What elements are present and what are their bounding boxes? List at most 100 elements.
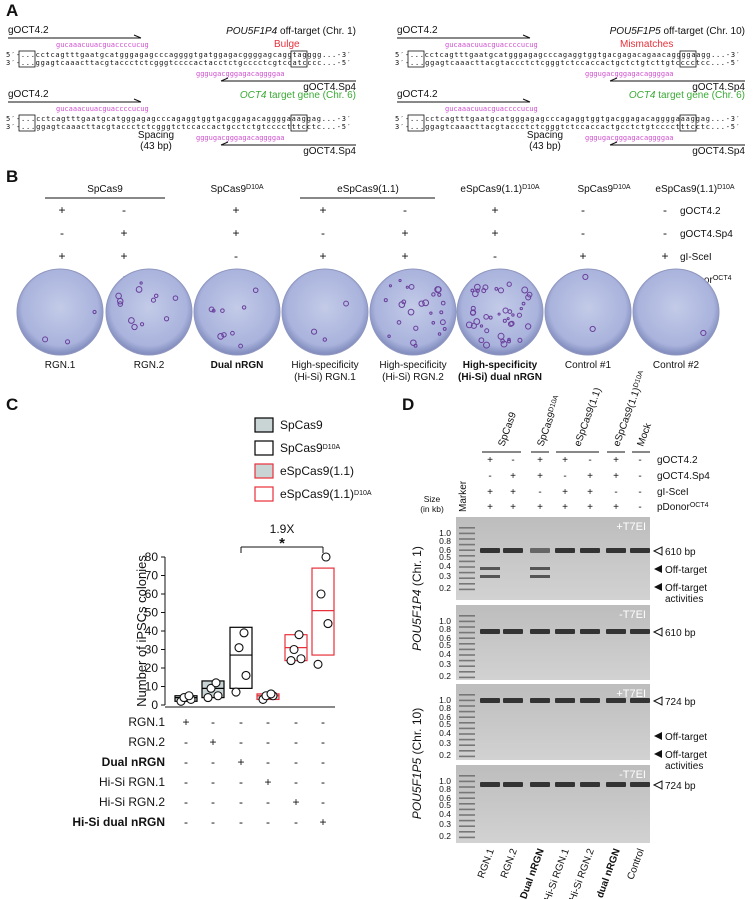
sign: - [638, 487, 641, 498]
plate-label: (Hi-Si) RGN.1 [294, 372, 356, 383]
y-tick-label: 30 [145, 643, 159, 657]
off-target-marker [654, 732, 662, 740]
ladder-band [459, 836, 475, 839]
sign: + [510, 502, 516, 513]
colony [517, 337, 523, 343]
sign: - [184, 795, 188, 809]
sign: - [321, 795, 325, 809]
sign: - [184, 775, 188, 789]
ladder-label: 1.0 [439, 616, 451, 626]
pam-box [18, 50, 36, 68]
sequence: 3′-...ggagtcaaacttacgtaccctctcgggtctccac… [6, 123, 351, 131]
target-title: OCT4 target gene (Chr. 6) [629, 90, 745, 101]
ladder-band [459, 665, 475, 667]
colony [418, 300, 425, 307]
plate [281, 268, 369, 356]
target-title-part: POU5F1P5 [610, 26, 662, 37]
spacing-label: Spacing [138, 130, 174, 141]
sign: + [58, 203, 65, 217]
colony [139, 281, 143, 285]
data-point [231, 687, 241, 697]
pam-box [679, 50, 697, 68]
colony [139, 322, 145, 327]
colony [116, 297, 124, 305]
colony [172, 295, 179, 301]
spacing-label: (43 bp) [529, 141, 561, 152]
colony [217, 333, 224, 340]
sequence: 3′-...ggagtcaaacttacgtaccctctcgggtctccac… [395, 123, 740, 131]
colony [497, 332, 505, 340]
sign: - [638, 455, 641, 466]
lane-header-part: eSpCas9(1.1) [572, 386, 603, 448]
colony [220, 308, 225, 313]
product-band [580, 629, 600, 634]
sign: + [120, 226, 127, 240]
sign: - [294, 815, 298, 829]
colony [398, 301, 406, 308]
colony [507, 309, 513, 314]
data-point [184, 691, 194, 701]
colony [439, 310, 444, 315]
colony [241, 305, 247, 310]
row-label: pDonorOCT4 [657, 502, 709, 514]
group-header-part: SpCas9 [87, 184, 123, 195]
product-band [630, 782, 650, 787]
legend-entry-part: D10A [323, 444, 341, 451]
colony [519, 306, 523, 311]
ladder-label: 0.4 [439, 561, 451, 571]
pam-box [407, 50, 425, 68]
sign: - [663, 226, 667, 240]
sign: - [266, 715, 270, 729]
guide-name: gOCT4.Sp4 [692, 82, 745, 93]
sign: + [264, 775, 271, 789]
plate-label: (Hi-Si) dual nRGN [458, 372, 542, 383]
legend-entry-part: eSpCas9(1.1) [280, 464, 354, 478]
locus-label-part: POU5F1P5 [410, 758, 424, 820]
ladder-band [459, 808, 475, 811]
data-point [241, 670, 251, 680]
plate-label: High-specificity [291, 360, 358, 371]
product-label: 724 bp [665, 697, 696, 708]
legend-entry: SpCas9D10A [280, 441, 341, 455]
ladder-label: 0.2 [439, 750, 451, 760]
ladder-band [459, 555, 475, 557]
spacing-label: (43 bp) [140, 141, 172, 152]
ladder-band [459, 831, 475, 833]
y-tick-label: 70 [145, 569, 159, 583]
plate [544, 268, 632, 356]
data-point [286, 656, 296, 666]
legend-entry-part: D10A [354, 490, 372, 497]
colony [521, 301, 526, 306]
sign: + [232, 203, 239, 217]
sign: + [401, 249, 408, 263]
sign: - [321, 735, 325, 749]
guide-seq: gucaaacuuacguaccccucug [56, 41, 149, 49]
target-title: POU5F1P4 off-target (Chr. 1) [226, 26, 356, 37]
ladder-band [459, 775, 475, 777]
ladder-band [459, 699, 475, 702]
product-band [480, 548, 500, 553]
sign: + [510, 487, 516, 498]
ladder-label: 0.5 [439, 552, 451, 562]
group-header-part: D10A [613, 184, 631, 191]
x-tick-label: Hi-Si RGN.2 [99, 795, 165, 809]
x-tick-label: Hi-Si RGN.1 [99, 775, 165, 789]
product-band [530, 629, 550, 634]
annotation: Bulge [274, 39, 300, 50]
sign: + [232, 226, 239, 240]
legend-entry-part: eSpCas9(1.1) [280, 487, 354, 501]
colony [408, 283, 415, 290]
guide-seq: gggugacgggagacaggggaa [196, 70, 285, 78]
sign: + [237, 755, 244, 769]
ladder-band [459, 626, 475, 628]
legend-entry-part: SpCas9 [280, 418, 323, 432]
sign: + [319, 249, 326, 263]
y-tick-label: 40 [145, 624, 159, 638]
group-header-part: D10A [522, 184, 540, 191]
data-point [316, 589, 326, 599]
ladder-band [459, 583, 475, 585]
colony [516, 312, 523, 318]
lane-label: RGN.1 [476, 847, 497, 880]
ladder-band [459, 716, 475, 718]
sign: - [321, 755, 325, 769]
